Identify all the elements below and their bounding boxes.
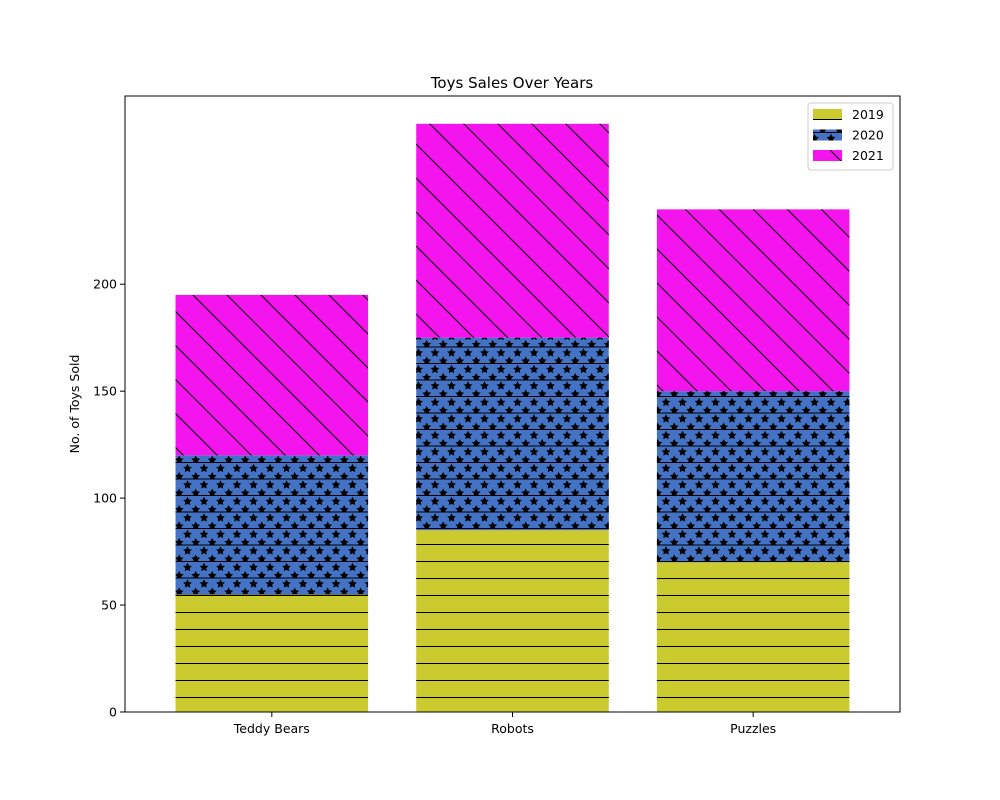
bar-hatch: [416, 123, 609, 338]
legend-label: 2021: [852, 148, 884, 163]
bar-segment-robots-2020: [416, 337, 609, 531]
bar-segment-robots-2021: [416, 123, 609, 338]
y-tick-label: 150: [93, 384, 117, 399]
y-tick-label: 200: [93, 277, 117, 292]
chart-title: Toys Sales Over Years: [430, 74, 594, 92]
bar-hatch: [416, 337, 609, 531]
legend-swatch-hatch: [813, 150, 842, 161]
legend-label: 2020: [852, 128, 884, 143]
legend-items: 2019 2020 2021: [813, 107, 884, 163]
bar-hatch: [175, 594, 369, 712]
x-axis-ticks: Teddy Bears Robots Puzzles: [233, 712, 776, 736]
y-axis-ticks: 0 50 100 150 200: [93, 277, 125, 720]
legend-swatch-hatch: [813, 109, 842, 120]
bar-segment-teddy-bears-2021: [175, 294, 369, 456]
y-axis-label: No. of Toys Sold: [67, 355, 82, 454]
y-tick-label: 50: [101, 598, 117, 613]
bar-segment-teddy-bears-2019: [175, 594, 369, 712]
bar-segment-robots-2019: [416, 530, 609, 712]
bar-segment-teddy-bears-2020: [175, 455, 369, 595]
y-tick-label: 0: [109, 705, 117, 720]
bar-hatch: [656, 209, 850, 392]
x-tick-label: Puzzles: [730, 721, 776, 736]
y-tick-label: 100: [93, 491, 117, 506]
bar-hatch: [175, 455, 369, 595]
bar-segment-puzzles-2020: [656, 391, 850, 563]
legend: 2019 2020 2021: [807, 102, 894, 171]
bar-hatch: [656, 562, 850, 712]
bars-layer: [175, 123, 850, 712]
x-tick-label: Robots: [491, 721, 534, 736]
bar-hatch: [416, 530, 609, 712]
bar-segment-puzzles-2019: [656, 562, 850, 712]
plot-frame: [124, 95, 901, 713]
legend-label: 2019: [852, 107, 884, 122]
x-tick-label: Teddy Bears: [233, 721, 310, 736]
bar-segment-puzzles-2021: [656, 209, 850, 392]
legend-swatch-hatch: [813, 129, 842, 141]
bar-hatch: [656, 391, 850, 563]
bar-hatch: [175, 294, 369, 456]
